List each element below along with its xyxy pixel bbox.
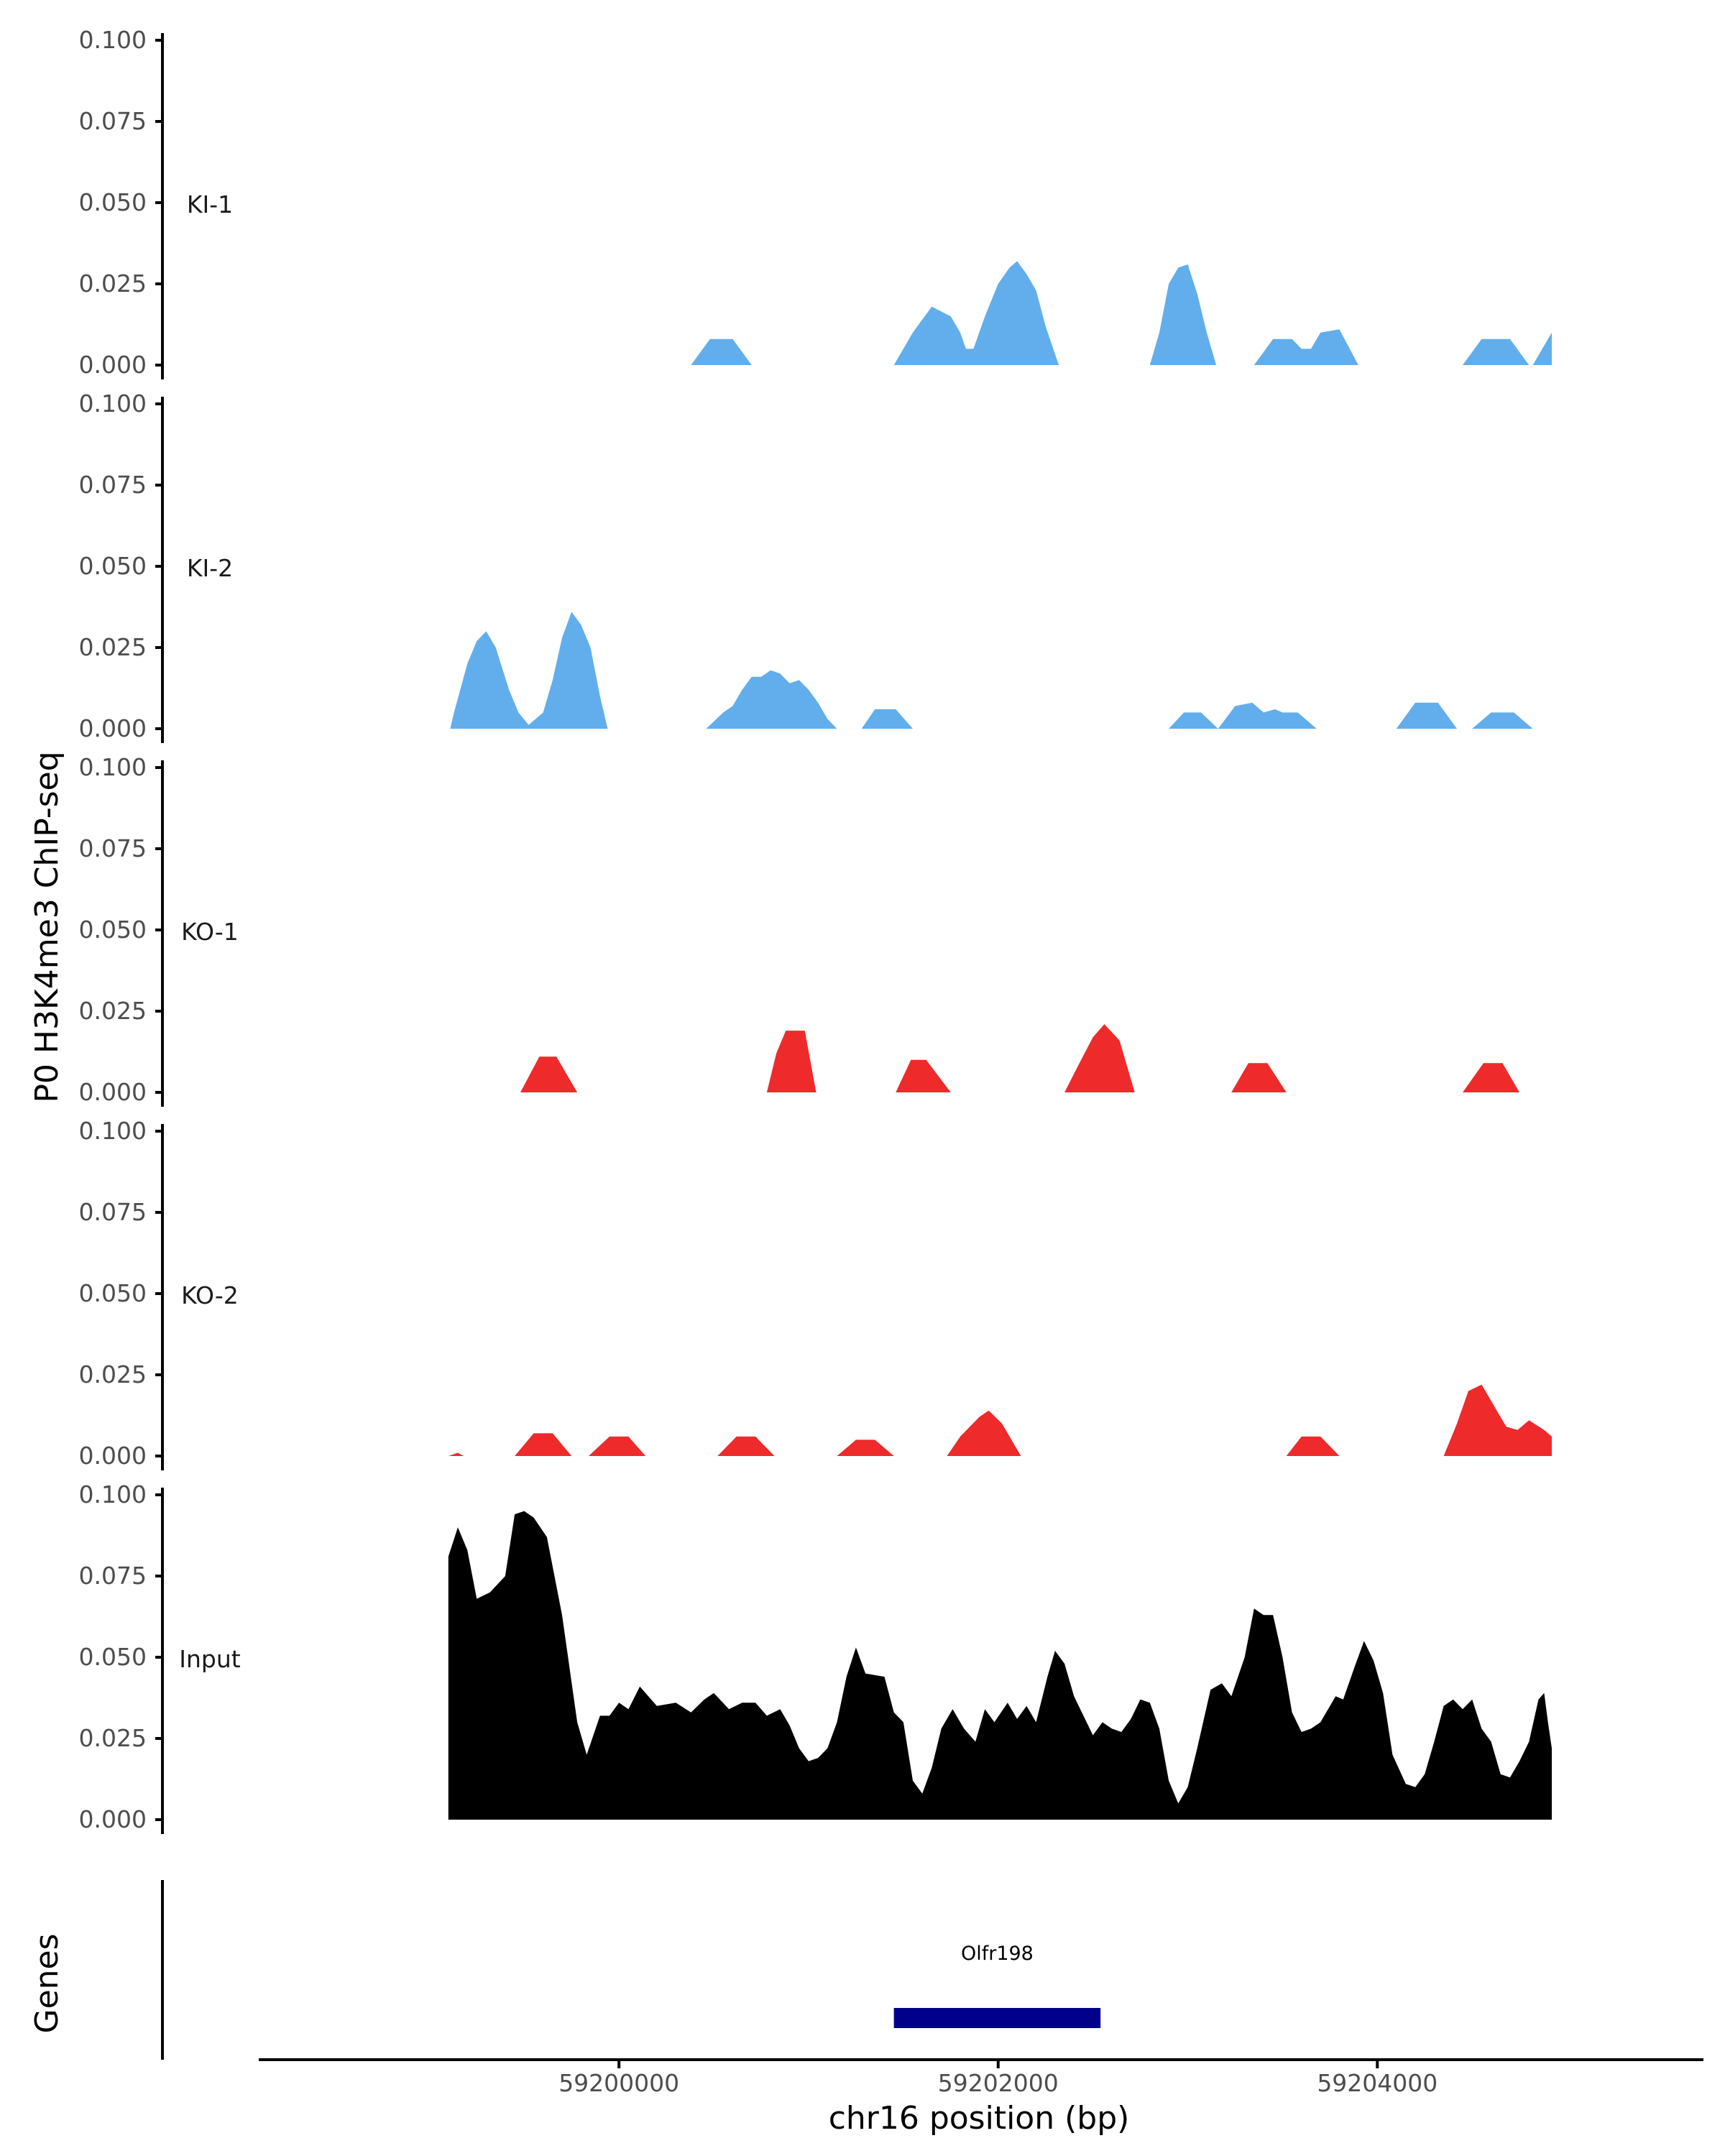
x-tick-label-0: 59200000 — [558, 2069, 679, 2097]
genes-panel-title: Genes — [29, 1933, 65, 2033]
y-axis-title: P0 H3K4me3 ChIP-seq — [29, 751, 65, 1102]
y-tick-label-input-2: 0.050 — [79, 1643, 147, 1671]
gene-label-0: Olfr198 — [961, 1943, 1034, 1965]
peak-area-ki-2-1 — [524, 612, 608, 729]
genes-panel: Olfr198 — [161, 1880, 1101, 2060]
y-tick-label-ki-2-4: 0.100 — [79, 390, 147, 418]
track-input — [448, 1511, 1552, 1820]
y-tick-label-ko-2-2: 0.050 — [79, 1279, 147, 1307]
track-ko-2 — [448, 1384, 1552, 1456]
y-tick-label-ko-2-4: 0.100 — [79, 1117, 147, 1145]
peak-area-ki-2-2 — [706, 670, 837, 729]
x-tick-label-1: 59202000 — [938, 2069, 1059, 2097]
track-label-input: Input — [179, 1645, 241, 1673]
peak-area-ki-2-7 — [1472, 712, 1533, 729]
y-tick-label-ki-2-3: 0.075 — [79, 471, 147, 499]
y-tick-label-ko-1-3: 0.075 — [79, 834, 147, 862]
peak-area-ki-1-4 — [1463, 338, 1530, 365]
peak-area-ko-1-1 — [766, 1031, 816, 1092]
peak-area-ko-1-2 — [896, 1059, 951, 1092]
y-tick-label-ki-1-0: 0.000 — [79, 351, 147, 379]
track-ki-2 — [450, 612, 1533, 729]
y-tick-label-ko-2-0: 0.000 — [79, 1442, 147, 1470]
peak-area-ko-1-5 — [1463, 1063, 1520, 1092]
y-tick-label-input-4: 0.100 — [79, 1480, 147, 1508]
track-ko-1 — [520, 1024, 1520, 1092]
track-label-ki-1: KI-1 — [187, 190, 233, 218]
peak-area-ki-2-3 — [861, 709, 913, 729]
peak-area-ko-2-2 — [589, 1436, 646, 1456]
y-tick-label-ko-2-3: 0.075 — [79, 1198, 147, 1226]
y-tick-label-ki-1-1: 0.025 — [79, 270, 147, 298]
track-label-ki-2: KI-2 — [187, 554, 233, 582]
gene-bar-0 — [893, 2008, 1101, 2028]
y-tick-label-ki-2-0: 0.000 — [79, 714, 147, 742]
track-ki-1 — [691, 261, 1552, 365]
peak-area-ki-1-0 — [691, 338, 752, 365]
y-tick-label-ko-2-1: 0.025 — [79, 1360, 147, 1388]
peak-area-ki-2-5 — [1218, 702, 1317, 729]
y-tick-label-input-1: 0.025 — [79, 1724, 147, 1752]
y-tick-label-ko-1-1: 0.025 — [79, 997, 147, 1025]
peak-area-ko-2-3 — [717, 1436, 775, 1456]
peak-area-ki-2-4 — [1169, 712, 1218, 729]
peak-area-ko-2-4 — [837, 1439, 894, 1456]
y-tick-label-ki-1-4: 0.100 — [79, 26, 147, 54]
peak-area-ko-2-7 — [1443, 1384, 1552, 1456]
y-tick-label-input-0: 0.000 — [79, 1805, 147, 1833]
axes-layer: 0.000 0.025 0.050 0.075 0.100 KI-1 0.000 0.025 0… — [79, 26, 1703, 2097]
peak-area-ko-2-1 — [515, 1433, 572, 1456]
y-tick-label-ki-2-1: 0.025 — [79, 633, 147, 661]
peak-area-ko-1-0 — [520, 1056, 578, 1092]
peak-area-ki-1-2 — [1149, 264, 1217, 365]
x-tick-label-2: 59204000 — [1317, 2069, 1438, 2097]
peak-area-ko-2-6 — [1286, 1436, 1340, 1456]
peak-area-ki-1-3 — [1254, 329, 1358, 365]
y-tick-label-ki-2-2: 0.050 — [79, 552, 147, 580]
y-tick-label-ko-1-2: 0.050 — [79, 916, 147, 944]
track-label-ko-1: KO-1 — [181, 918, 239, 946]
peak-area-ko-2-0 — [448, 1452, 464, 1456]
y-tick-label-ko-1-4: 0.100 — [79, 753, 147, 781]
peak-area-ko-2-5 — [947, 1410, 1021, 1456]
peak-area-ko-1-3 — [1064, 1024, 1135, 1092]
peak-area-ki-1-1 — [893, 261, 1059, 365]
peak-area-ki-1-5 — [1532, 332, 1552, 365]
tracks-layer — [448, 261, 1552, 1820]
y-tick-label-ki-1-2: 0.050 — [79, 188, 147, 216]
y-tick-label-input-3: 0.075 — [79, 1562, 147, 1590]
track-label-ko-2: KO-2 — [181, 1281, 239, 1309]
x-axis-title: chr16 position (bp) — [829, 2100, 1130, 2137]
y-tick-label-ki-1-3: 0.075 — [79, 107, 147, 135]
peak-area-ko-1-4 — [1231, 1063, 1287, 1092]
y-tick-label-ko-1-0: 0.000 — [79, 1078, 147, 1106]
peak-area-ki-2-6 — [1396, 702, 1458, 729]
peak-area-ki-2-0 — [450, 631, 532, 729]
peak-area-input-0 — [448, 1511, 1552, 1820]
